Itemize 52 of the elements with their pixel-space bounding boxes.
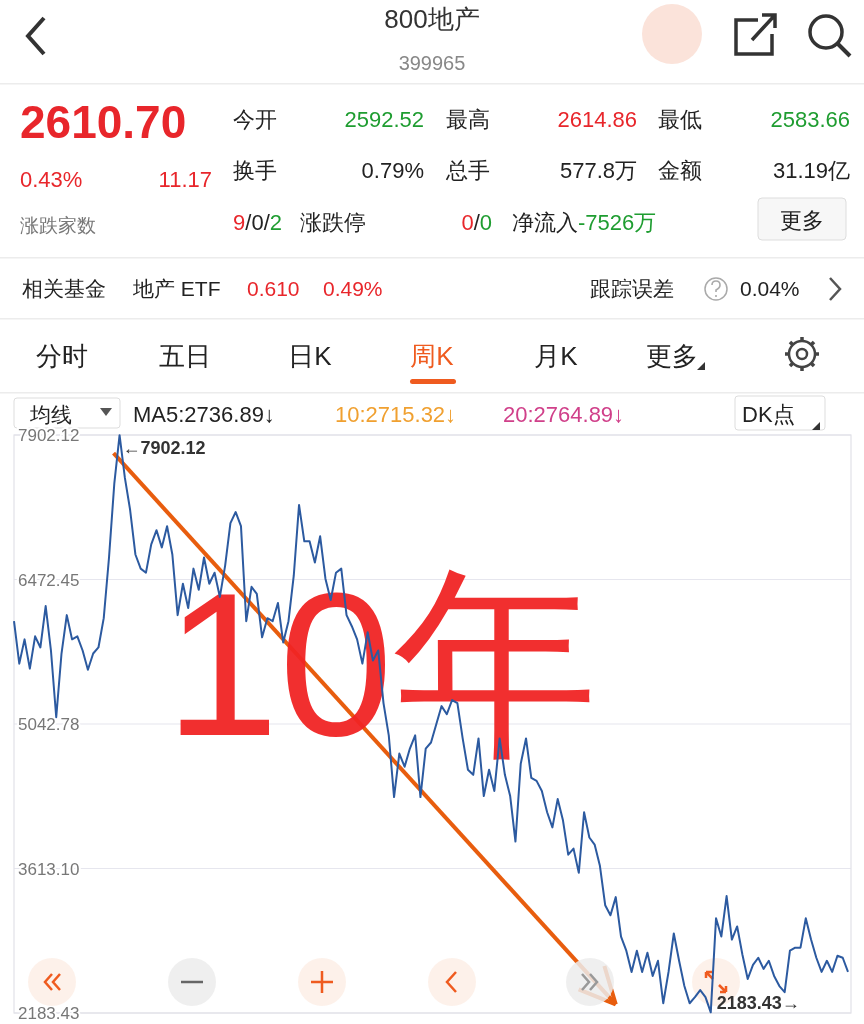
text: -7526万: [578, 210, 657, 235]
text: 更多: [780, 208, 824, 233]
text: /0/: [245, 210, 271, 235]
text: 11.17: [158, 167, 212, 192]
chart-subtitle: 399965: [398, 52, 466, 74]
y-tick-label: 5042.78: [18, 715, 80, 735]
text: 今开: [233, 107, 277, 132]
text: 月K: [534, 341, 579, 371]
text: 涨跌家数: [20, 215, 96, 236]
text: 2592.52: [344, 107, 424, 132]
chart-title: 800地产: [384, 4, 480, 34]
text: /: [473, 210, 481, 235]
annotation: 2183.43→: [716, 993, 800, 1014]
text: 周K: [410, 341, 455, 371]
text: 最低: [658, 107, 702, 132]
text: DK点: [742, 402, 795, 427]
text: 2583.66: [770, 107, 850, 132]
text: 更多: [646, 341, 698, 371]
text: 0.79%: [361, 158, 424, 183]
text: 2: [269, 210, 282, 235]
y-tick-label: 6472.45: [18, 570, 80, 590]
text: 0.610: [247, 277, 300, 300]
text: 0.43%: [20, 167, 83, 192]
text: 跟踪误差: [590, 277, 674, 300]
text: MA5:2736.89↓: [133, 402, 275, 427]
text: 地产 ETF: [132, 277, 221, 300]
text: 2614.86: [557, 107, 637, 132]
y-tick-label: 2183.43: [18, 1004, 80, 1024]
text: 0.49%: [323, 277, 383, 300]
annotation: ←7902.12: [122, 438, 206, 459]
text: 相关基金: [22, 277, 106, 300]
text: 净流入: [512, 210, 578, 235]
text: 20:2764.89↓: [503, 402, 625, 427]
text: 0: [461, 210, 474, 235]
text: 0: [479, 210, 492, 235]
text: 9: [233, 210, 246, 235]
text: 2610.70: [20, 96, 187, 148]
text: 涨跌停: [300, 210, 366, 235]
text: 总手: [445, 158, 490, 183]
text: 0.04%: [740, 277, 800, 300]
y-tick-label: 3613.10: [18, 859, 80, 879]
text: 换手: [233, 158, 277, 183]
text: 五日: [159, 341, 211, 371]
text: 最高: [446, 107, 490, 132]
y-tick-label: 7902.12: [18, 426, 80, 446]
text: 10:2715.32↓: [335, 402, 457, 427]
text: 金额: [658, 158, 702, 183]
text: 日K: [288, 341, 333, 371]
text: 分时: [36, 341, 88, 371]
text: 577.8万: [559, 158, 637, 183]
text: 均线: [29, 403, 72, 426]
text: 31.19亿: [772, 158, 850, 183]
